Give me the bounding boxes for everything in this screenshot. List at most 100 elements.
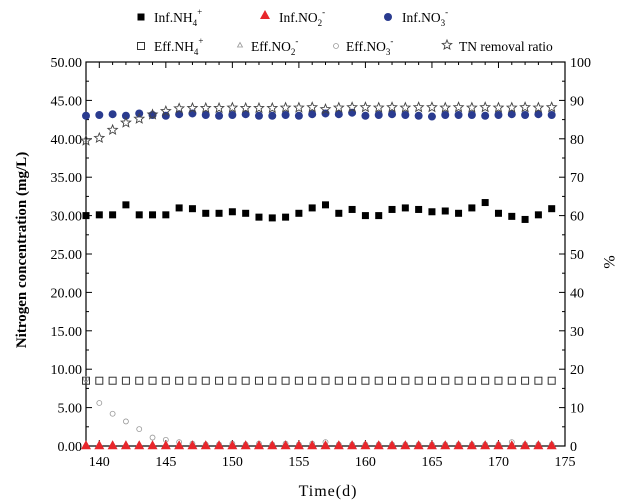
data-point <box>372 101 385 113</box>
legend-label: Inf.NO3- <box>402 7 448 28</box>
data-point <box>412 101 425 113</box>
data-point <box>320 440 331 450</box>
data-point <box>308 376 317 385</box>
data-point <box>82 376 90 385</box>
y-tick-label: 10.00 <box>51 363 83 378</box>
legend-label: Inf.NH4+ <box>154 7 202 28</box>
series-inf-no3- <box>82 108 556 121</box>
data-point <box>359 101 372 113</box>
legend-item: TN removal ratio <box>441 38 553 54</box>
data-point <box>106 123 119 135</box>
y2-tick-label: 80 <box>570 133 584 148</box>
series-eff-nh4- <box>82 376 556 385</box>
data-point <box>373 440 384 450</box>
data-point <box>120 440 131 450</box>
data-point <box>308 204 316 212</box>
data-point <box>308 110 317 119</box>
legend-item: Inf.NH4+ <box>137 7 202 28</box>
data-point <box>281 376 290 385</box>
data-point <box>82 111 90 120</box>
data-point <box>292 101 305 113</box>
data-point <box>441 207 449 215</box>
data-point <box>108 376 117 385</box>
y2-tick-label: 90 <box>570 94 584 109</box>
y2-tick-label: 50 <box>570 248 584 263</box>
data-point <box>361 376 370 385</box>
x-tick-label: 170 <box>488 455 509 470</box>
data-point <box>201 110 210 119</box>
data-point <box>214 440 225 450</box>
data-point <box>294 111 303 120</box>
data-point <box>175 376 184 385</box>
data-point <box>333 440 344 450</box>
data-point <box>534 211 542 219</box>
data-point <box>228 376 237 385</box>
data-point <box>201 376 210 385</box>
data-point <box>388 205 396 213</box>
data-point <box>123 418 129 425</box>
data-point <box>133 112 146 124</box>
data-point <box>268 111 277 120</box>
data-point <box>83 376 89 383</box>
legend-marker <box>260 10 270 19</box>
x-tick-label: 140 <box>89 455 110 470</box>
data-point <box>108 110 117 119</box>
data-point <box>426 440 437 450</box>
data-point <box>226 101 239 113</box>
data-point <box>334 110 343 119</box>
data-point <box>467 376 476 385</box>
data-point <box>186 101 199 114</box>
data-point <box>174 440 185 450</box>
data-point <box>95 110 104 119</box>
y-tick-label: 50.00 <box>51 56 83 71</box>
data-point <box>520 440 531 450</box>
data-point <box>494 376 503 385</box>
y2-tick-label: 30 <box>570 325 584 340</box>
data-point <box>239 101 252 114</box>
legend-label: Eff.NO3- <box>346 36 393 57</box>
data-point <box>215 111 224 120</box>
data-point <box>519 101 531 113</box>
legend-item: Eff.NH4+ <box>137 36 203 57</box>
data-point <box>93 131 106 144</box>
y-tick-label: 0.00 <box>58 440 83 455</box>
data-point <box>334 376 343 385</box>
data-point <box>136 426 143 433</box>
data-point <box>521 215 529 223</box>
data-point <box>241 376 250 385</box>
data-point <box>149 211 157 219</box>
x-axis: 140 145 150 155 160 165 170 175 <box>85 62 576 470</box>
data-point <box>173 102 186 114</box>
series-inf-nh4- <box>82 199 556 223</box>
data-point <box>148 376 157 385</box>
data-point <box>268 214 276 222</box>
data-point <box>122 201 130 209</box>
data-point <box>467 110 476 119</box>
series-tn-removal-ratio <box>80 101 558 146</box>
series-eff-no3- <box>83 376 555 448</box>
data-point <box>80 134 92 146</box>
data-point <box>414 111 423 120</box>
data-point <box>413 440 424 450</box>
data-point <box>160 440 171 450</box>
data-point <box>426 101 438 113</box>
data-point <box>241 110 250 119</box>
data-point <box>213 101 225 114</box>
data-point <box>361 111 370 120</box>
data-point <box>401 376 410 385</box>
legend-label: Eff.NO2- <box>251 36 298 57</box>
data-point <box>387 440 398 450</box>
legend-item: Inf.NO3- <box>384 7 448 28</box>
data-point <box>240 440 251 450</box>
data-point <box>480 440 491 450</box>
data-point <box>187 440 198 450</box>
data-point <box>215 209 223 217</box>
data-point <box>388 110 397 119</box>
data-point <box>494 110 503 119</box>
x-tick-label: 175 <box>555 455 576 470</box>
x-tick-label: 165 <box>421 455 442 470</box>
data-marks <box>80 101 558 450</box>
y-axis-left: 0.00 5.00 10.00 15.00 20.00 25.00 30.00 35.00 40… <box>51 56 92 455</box>
legend-label: Eff.NH4+ <box>154 36 203 57</box>
data-point <box>254 111 263 120</box>
